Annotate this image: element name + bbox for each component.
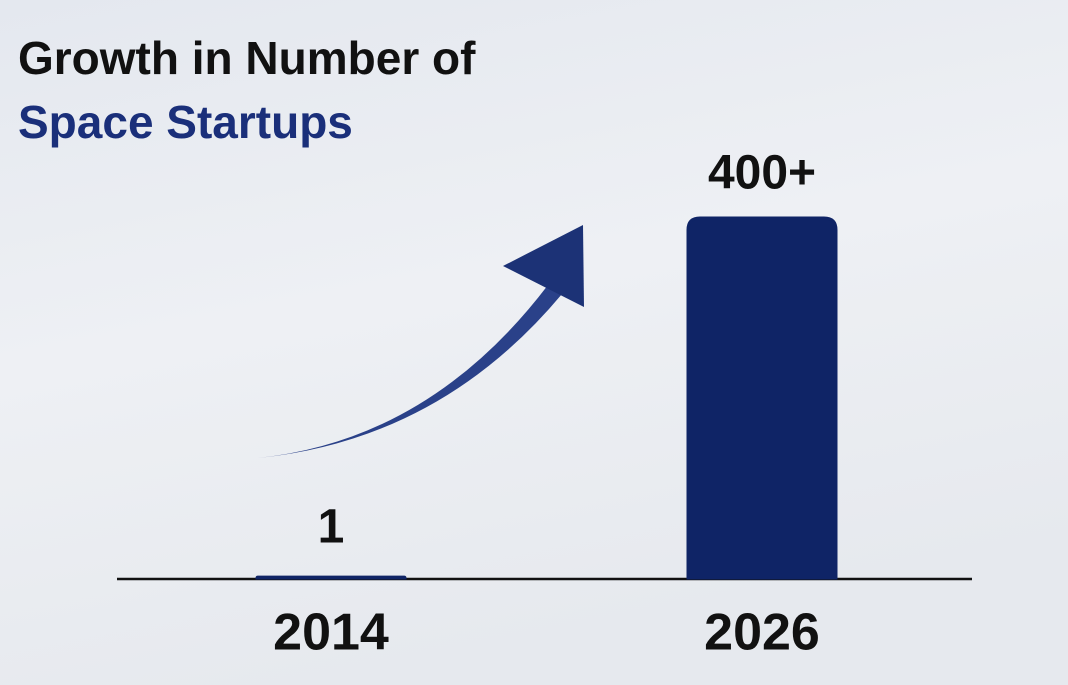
value-label: 1: [318, 501, 345, 554]
bar: [255, 575, 407, 580]
bar: [686, 216, 838, 580]
growth-arrow: [258, 225, 584, 458]
chart-title: Space Startups: [18, 96, 353, 148]
value-label: 400+: [708, 147, 816, 200]
x-tick-label: 2026: [704, 604, 820, 662]
chart-title: Growth in Number of: [18, 32, 476, 84]
x-tick-label: 2014: [273, 604, 389, 662]
